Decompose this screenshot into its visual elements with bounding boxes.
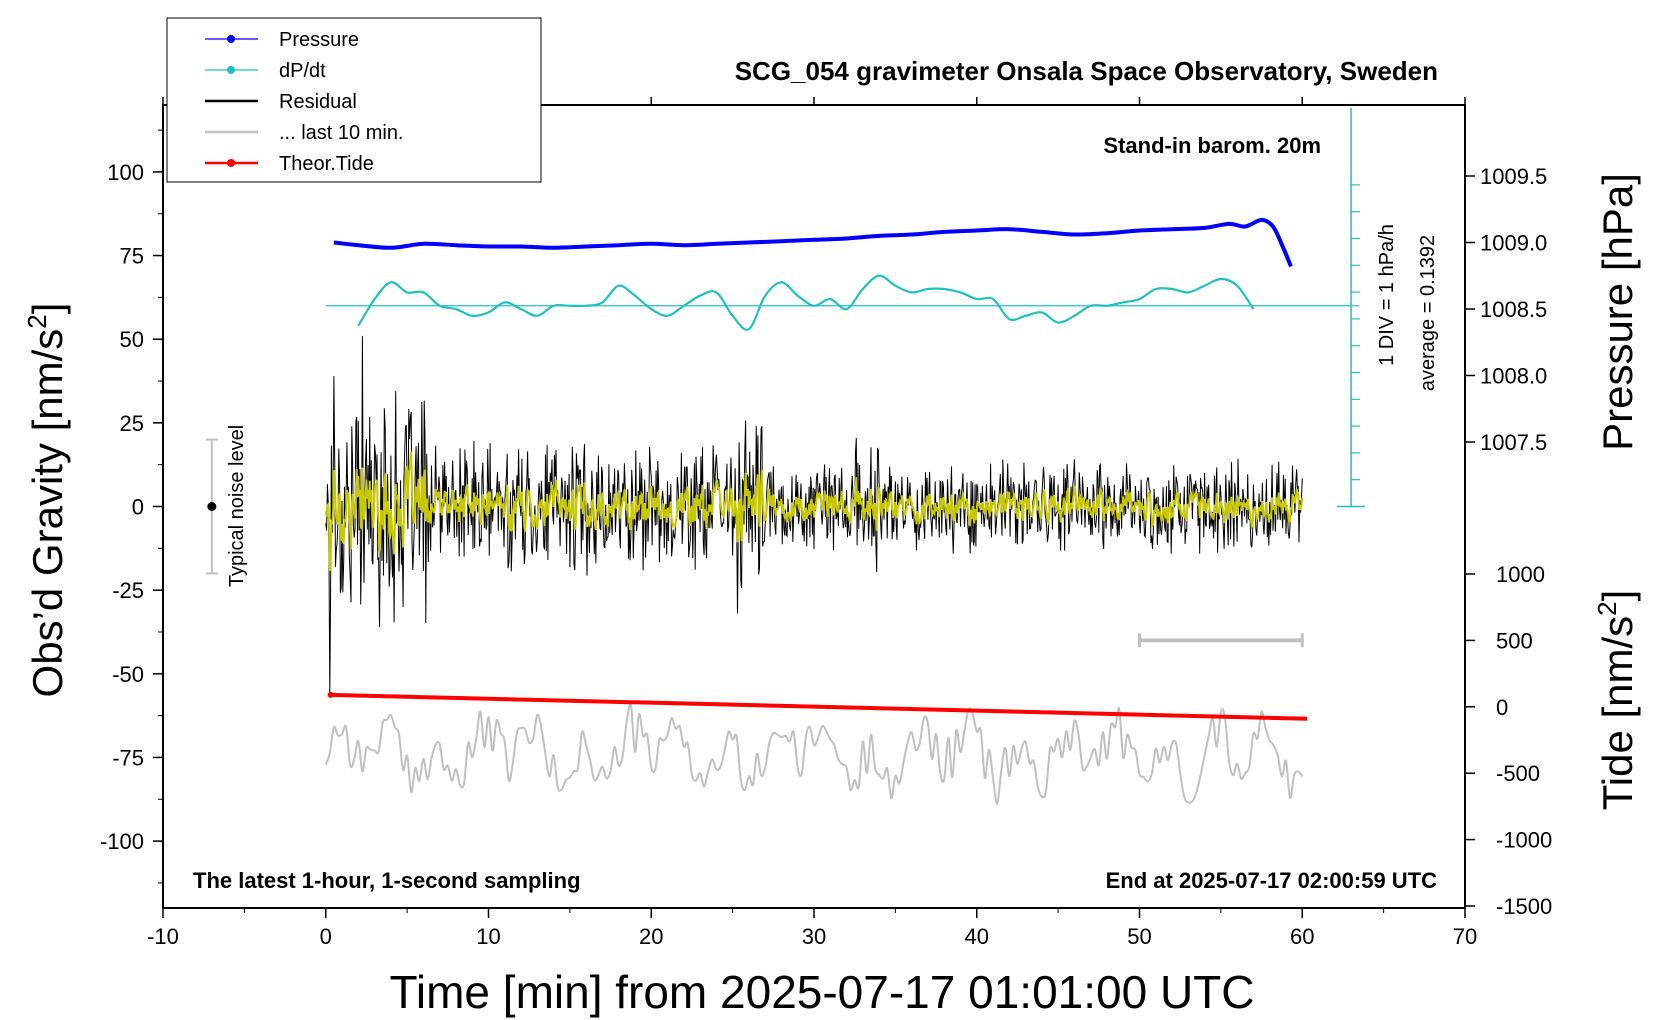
chart-title: SCG_054 gravimeter Onsala Space Observat… xyxy=(735,56,1438,86)
x-tick-label: -10 xyxy=(147,924,179,949)
y-tick-label: -100 xyxy=(100,829,144,854)
noise-label: Typical noise level xyxy=(226,425,248,587)
x-axis-title: Time [min] from 2025-07-17 01:01:00 UTC xyxy=(390,966,1255,1018)
y-axis-title-tide-text: Tide [nm/s xyxy=(1594,616,1641,811)
y-axis-title-tide: Tide [nm/s2] xyxy=(1592,590,1641,811)
last10-trace-layer xyxy=(324,703,1304,805)
y-axis-title-tide-close: ] xyxy=(1594,590,1641,602)
smooth-layer xyxy=(324,451,1304,572)
x-tick-label: 0 xyxy=(320,924,332,949)
bottom-left-note: The latest 1-hour, 1-second sampling xyxy=(193,868,581,893)
legend: Pressure dP/dt Residual ... last 10 min. The… xyxy=(166,17,542,183)
y-tick-label: 25 xyxy=(120,411,144,436)
legend-label: ... last 10 min. xyxy=(279,122,404,144)
x-tick-label: 30 xyxy=(802,924,826,949)
y-axis-title-pressure: Pressure [hPa] xyxy=(1594,173,1641,451)
tide-tick-label: -500 xyxy=(1496,761,1540,786)
legend-swatch-dot xyxy=(227,159,235,167)
y-axis-title-left-close: ] xyxy=(24,303,71,315)
y-axis-ticks: 100 75 50 25 0 -25 -50 -75 -100 xyxy=(100,129,163,884)
x-tick-label: 50 xyxy=(1127,924,1151,949)
average-label: average = 0.1392 xyxy=(1417,235,1439,391)
tide-start-point xyxy=(327,691,334,698)
tide-layer xyxy=(327,691,1308,721)
y-tick-label: 100 xyxy=(107,160,144,185)
legend-label: dP/dt xyxy=(279,60,326,82)
y-tick-label: 75 xyxy=(120,244,144,269)
tide-series-line xyxy=(330,692,1308,721)
noise-level-center xyxy=(207,502,217,511)
pressure-tick-label: 1007.5 xyxy=(1480,430,1547,455)
dpdt-series-line xyxy=(357,274,1255,331)
legend-swatch-dot xyxy=(227,66,235,74)
pressure-tick-label: 1009.0 xyxy=(1480,231,1547,256)
y-tick-label: -25 xyxy=(112,578,144,603)
legend-label: Pressure xyxy=(279,29,359,51)
x-tick-label: 70 xyxy=(1453,924,1477,949)
legend-label: Residual xyxy=(279,91,357,113)
pressure-tick-label: 1009.5 xyxy=(1480,164,1547,189)
last10-series-line xyxy=(324,703,1304,805)
legend-box xyxy=(166,17,542,183)
bottom-right-note: End at 2025-07-17 02:00:59 UTC xyxy=(1106,868,1437,893)
tide-tick-label: 1000 xyxy=(1496,562,1545,587)
pressure-layer xyxy=(333,217,1293,268)
y-tick-label: 0 xyxy=(132,495,144,520)
tide-tick-label: -1500 xyxy=(1496,894,1552,919)
tide-tick-label: 500 xyxy=(1496,628,1533,653)
dpdt-layer xyxy=(325,108,1366,508)
pressure-tick-label: 1008.0 xyxy=(1480,364,1547,389)
x-axis-ticks: -10 0 10 20 30 40 50 60 70 xyxy=(147,97,1477,949)
pressure-series-line xyxy=(333,217,1293,268)
legend-label: Theor.Tide xyxy=(279,153,374,175)
tide-tick-label: 0 xyxy=(1496,695,1508,720)
y-tick-label: -75 xyxy=(112,745,144,770)
residual-series-line xyxy=(325,335,1303,694)
y-axis-title-left: Obs’d Gravity [nm/s2] xyxy=(22,303,71,698)
x-tick-label: 10 xyxy=(476,924,500,949)
pressure-axis-ticks: 1009.5 1009.0 1008.5 1008.0 1007.5 xyxy=(1465,164,1547,455)
barometer-note: Stand-in barom. 20m xyxy=(1103,133,1321,158)
x-tick-label: 20 xyxy=(639,924,663,949)
residual-layer xyxy=(325,335,1303,694)
tide-tick-label: -1000 xyxy=(1496,828,1552,853)
y-tick-label: 50 xyxy=(120,327,144,352)
y-tick-label: -50 xyxy=(112,662,144,687)
x-tick-label: 40 xyxy=(965,924,989,949)
pressure-tick-label: 1008.5 xyxy=(1480,297,1547,322)
misc-layer xyxy=(205,438,1304,648)
y-axis-title-left-text: Obs’d Gravity [nm/s xyxy=(24,329,71,698)
div-label: 1 DIV = 1 hPa/h xyxy=(1376,224,1398,366)
x-tick-label: 60 xyxy=(1290,924,1314,949)
legend-swatch-dot xyxy=(227,35,235,43)
residual-smoothed-line xyxy=(324,451,1304,572)
y-axis-title-left-sup: 2 xyxy=(22,314,52,328)
y-axis-title-tide-sup: 2 xyxy=(1592,601,1622,615)
tide-axis-ticks: 1000 500 0 -500 -1000 -1500 xyxy=(1465,562,1552,919)
